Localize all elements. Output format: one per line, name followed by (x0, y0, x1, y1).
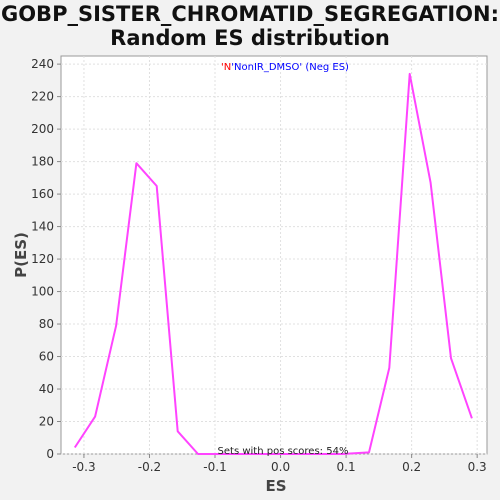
y-tick-label: 40 (39, 382, 54, 396)
y-axis-ticks: 0 20 40 60 80 100 120 140 160 180 200 220 240 (31, 57, 61, 461)
x-tick-label: -0.1 (203, 460, 226, 474)
y-tick-label: 80 (39, 317, 54, 331)
x-tick-label: 0.1 (337, 460, 356, 474)
x-axis-ticks: -0.3 -0.2 -0.1 0.0 0.1 0.2 0.3 (72, 454, 487, 474)
y-tick-label: 20 (39, 415, 54, 429)
y-tick-label: 60 (39, 350, 54, 364)
y-tick-label: 160 (31, 187, 54, 201)
gridlines (61, 56, 487, 455)
y-tick-label: 0 (46, 447, 54, 461)
plot-area (60, 55, 488, 455)
y-tick-label: 120 (31, 252, 54, 266)
x-tick-label: 0.0 (271, 460, 290, 474)
y-tick-label: 100 (31, 285, 54, 299)
y-tick-label: 140 (31, 220, 54, 234)
x-tick-label: -0.3 (72, 460, 95, 474)
y-tick-label: 240 (31, 57, 54, 71)
chart-title-line1: GOBP_SISTER_CHROMATID_SEGREGATION: (0, 2, 500, 26)
x-axis-label: ES (265, 477, 286, 495)
legend-part-1: 'N (221, 62, 231, 73)
series-line (73, 72, 473, 455)
x-tick-label: -0.2 (138, 460, 161, 474)
y-axis-label: P(ES) (12, 232, 30, 278)
x-tick-label: 0.3 (468, 460, 487, 474)
legend: 'N'NonIR_DMSO' (Neg ES) (221, 62, 349, 73)
x-tick-label: 0.2 (402, 460, 421, 474)
legend-part-3: (Neg ES) (302, 62, 349, 73)
y-tick-label: 200 (31, 122, 54, 136)
y-tick-label: 180 (31, 155, 54, 169)
chart-title-line2: Random ES distribution (110, 26, 390, 50)
annotation-pos-scores: Sets with pos scores: 54% (218, 446, 349, 457)
y-tick-label: 220 (31, 90, 54, 104)
legend-part-2: 'NonIR_DMSO' (231, 62, 302, 73)
series-group (73, 72, 473, 455)
